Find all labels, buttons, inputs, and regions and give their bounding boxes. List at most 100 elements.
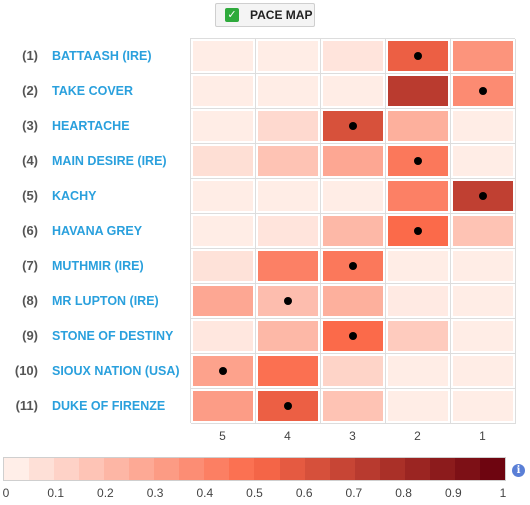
heatmap-cell-fill — [388, 111, 448, 141]
heatmap-cell-fill — [388, 321, 448, 351]
heatmap-cell — [386, 284, 451, 319]
horse-name-link[interactable]: DUKE OF FIRENZE — [52, 398, 166, 413]
legend-tick-label: 1 — [499, 486, 507, 500]
horse-name-link[interactable]: MUTHMIR (IRE) — [52, 258, 144, 273]
heatmap-cell — [256, 109, 321, 144]
legend-swatch — [4, 458, 30, 480]
legend-swatch — [304, 458, 330, 480]
heatmap-cell — [256, 144, 321, 179]
legend-swatch — [279, 458, 305, 480]
horse-name-link[interactable]: HEARTACHE — [52, 118, 130, 133]
heatmap-cell — [451, 179, 516, 214]
heatmap-cell-fill — [258, 321, 318, 351]
heatmap-cell — [451, 389, 516, 424]
color-scale-legend — [3, 457, 506, 481]
heatmap-cell — [386, 249, 451, 284]
row-rank: (11) — [15, 397, 38, 413]
heatmap-cell-fill — [323, 391, 383, 421]
heatmap-cell — [191, 319, 256, 354]
row-rank: (4) — [22, 152, 38, 168]
heatmap-cell-fill — [193, 251, 253, 281]
legend-tick-label: 0.3 — [146, 486, 164, 500]
legend-swatch — [404, 458, 430, 480]
heatmap-cell-fill — [323, 356, 383, 386]
info-icon[interactable]: i — [512, 464, 525, 477]
horse-name-link[interactable]: HAVANA GREY — [52, 223, 143, 238]
heatmap-cell-fill — [453, 41, 513, 71]
heatmap-cell — [451, 109, 516, 144]
heatmap-cell — [321, 389, 386, 424]
position-marker-dot — [349, 332, 357, 340]
heatmap-cell — [321, 284, 386, 319]
legend-swatch — [454, 458, 480, 480]
heatmap-cell — [256, 319, 321, 354]
horse-name-link[interactable]: MAIN DESIRE (IRE) — [52, 153, 167, 168]
heatmap-cell — [256, 354, 321, 389]
row-rank: (5) — [22, 187, 38, 203]
heatmap-cell-fill — [388, 251, 448, 281]
heatmap-cell — [191, 179, 256, 214]
row-rank: (2) — [22, 82, 38, 98]
horse-name-link[interactable]: SIOUX NATION (USA) — [52, 363, 180, 378]
check-icon[interactable]: ✓ — [225, 8, 239, 22]
heatmap-cell — [321, 109, 386, 144]
heatmap-cell-fill — [193, 76, 253, 106]
pace-map-label: PACE MAP — [250, 8, 313, 22]
heatmap-cell-fill — [193, 391, 253, 421]
position-marker-dot — [284, 402, 292, 410]
pace-heatmap — [190, 38, 516, 424]
heatmap-cell-fill — [453, 286, 513, 316]
heatmap-cell-fill — [323, 286, 383, 316]
heatmap-cell — [321, 74, 386, 109]
heatmap-cell-fill — [323, 76, 383, 106]
heatmap-cell — [191, 284, 256, 319]
heatmap-cell-fill — [258, 356, 318, 386]
column-label: 1 — [479, 429, 486, 443]
column-label: 3 — [349, 429, 356, 443]
heatmap-cell — [386, 144, 451, 179]
heatmap-cell-fill — [453, 356, 513, 386]
horse-name-link[interactable]: MR LUPTON (IRE) — [52, 293, 159, 308]
heatmap-cell-fill — [453, 111, 513, 141]
legend-swatch — [104, 458, 130, 480]
heatmap-cell-fill — [258, 146, 318, 176]
position-marker-dot — [349, 262, 357, 270]
heatmap-cell-fill — [193, 111, 253, 141]
heatmap-cell — [386, 354, 451, 389]
heatmap-cell — [451, 354, 516, 389]
legend-swatch — [154, 458, 180, 480]
heatmap-cell-fill — [258, 216, 318, 246]
pace-map-toggle[interactable]: ✓ PACE MAP — [215, 3, 315, 27]
legend-swatch — [129, 458, 155, 480]
horse-name-link[interactable]: STONE OF DESTINY — [52, 328, 174, 343]
horse-name-link[interactable]: TAKE COVER — [52, 83, 134, 98]
column-label: 5 — [219, 429, 226, 443]
legend-swatch — [79, 458, 105, 480]
horse-name-link[interactable]: BATTAASH (IRE) — [52, 48, 152, 63]
heatmap-cell — [386, 389, 451, 424]
legend-swatch — [329, 458, 355, 480]
position-marker-dot — [349, 122, 357, 130]
heatmap-cell — [191, 214, 256, 249]
heatmap-cell-fill — [453, 146, 513, 176]
heatmap-cell — [321, 144, 386, 179]
heatmap-cell-fill — [388, 286, 448, 316]
row-rank: (7) — [22, 257, 38, 273]
heatmap-cell — [451, 214, 516, 249]
row-rank: (9) — [22, 327, 38, 343]
position-marker-dot — [284, 297, 292, 305]
column-label: 2 — [414, 429, 421, 443]
heatmap-cell — [451, 74, 516, 109]
heatmap-cell-fill — [258, 251, 318, 281]
horse-name-link[interactable]: KACHY — [52, 188, 97, 203]
heatmap-cell — [321, 214, 386, 249]
legend-swatch — [179, 458, 205, 480]
row-rank: (6) — [22, 222, 38, 238]
row-rank: (8) — [22, 292, 38, 308]
heatmap-cell — [386, 109, 451, 144]
heatmap-cell-fill — [193, 146, 253, 176]
legend-swatch — [204, 458, 230, 480]
heatmap-cell-fill — [453, 251, 513, 281]
legend-tick-label: 0.6 — [295, 486, 313, 500]
legend-tick-label: 0 — [2, 486, 10, 500]
